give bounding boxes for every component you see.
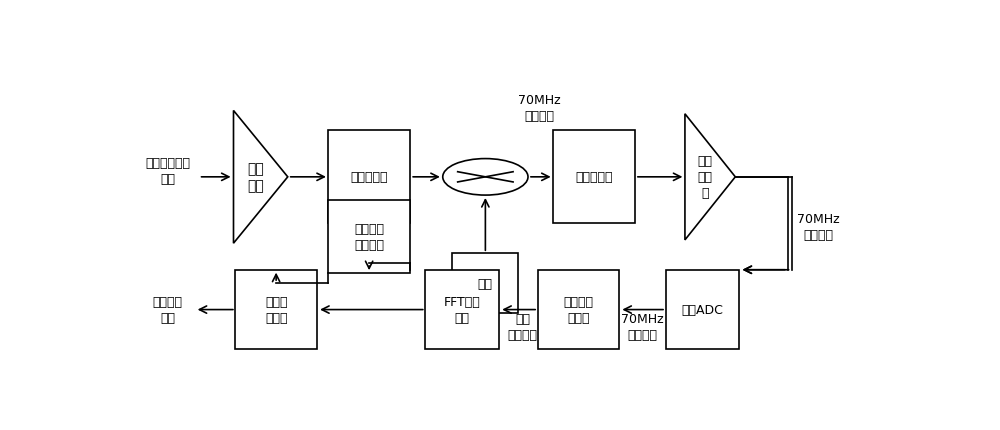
Polygon shape bbox=[685, 114, 735, 240]
Text: 输出信号
场强: 输出信号 场强 bbox=[153, 295, 183, 324]
Text: 中频
放大
器: 中频 放大 器 bbox=[698, 155, 713, 200]
Text: 数字
基带信号: 数字 基带信号 bbox=[508, 312, 538, 341]
Bar bbox=[538, 270, 619, 350]
Text: FFT处理
模块: FFT处理 模块 bbox=[444, 295, 480, 324]
Text: 带通滤波器: 带通滤波器 bbox=[575, 171, 613, 184]
Circle shape bbox=[443, 159, 528, 196]
Text: 本振: 本振 bbox=[478, 277, 493, 290]
Text: 低噪
放大: 低噪 放大 bbox=[247, 162, 264, 193]
Text: 70MHz
模拟中频: 70MHz 模拟中频 bbox=[518, 93, 561, 123]
Text: 70MHz
数字中频: 70MHz 数字中频 bbox=[621, 312, 664, 341]
Bar bbox=[666, 270, 739, 350]
Text: 70MHz
模拟中频: 70MHz 模拟中频 bbox=[797, 212, 840, 242]
Bar bbox=[328, 200, 410, 273]
Bar bbox=[328, 131, 410, 224]
Text: 高速ADC: 高速ADC bbox=[681, 304, 723, 316]
Text: 信号带宽
测量模块: 信号带宽 测量模块 bbox=[354, 223, 384, 252]
Text: 射频调制信号
输入: 射频调制信号 输入 bbox=[145, 157, 190, 185]
Bar bbox=[235, 270, 317, 350]
Polygon shape bbox=[234, 111, 288, 244]
Text: 预选滤波器: 预选滤波器 bbox=[350, 171, 388, 184]
Bar bbox=[553, 131, 635, 224]
Text: 数字下变
频模块: 数字下变 频模块 bbox=[563, 295, 593, 324]
Bar bbox=[425, 270, 499, 350]
Bar bbox=[452, 254, 518, 313]
Text: 场强计
算模块: 场强计 算模块 bbox=[265, 295, 287, 324]
